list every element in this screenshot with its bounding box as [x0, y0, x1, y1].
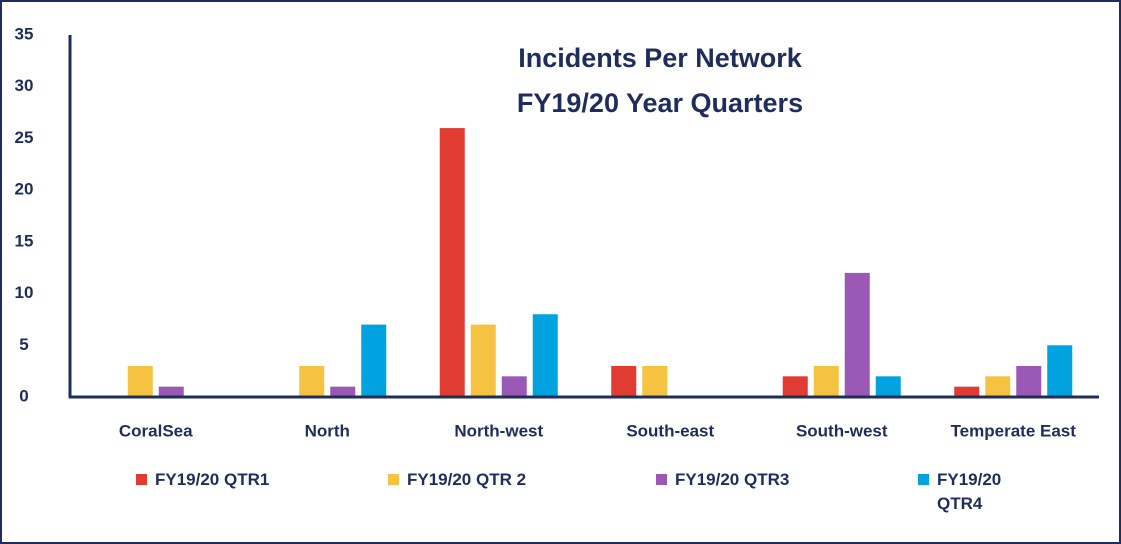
bar — [470, 324, 496, 397]
legend-entry: FY19/20 QTR3 — [656, 468, 896, 492]
x-tick-label: North-west — [454, 421, 543, 440]
bar — [501, 376, 527, 397]
bar — [532, 314, 558, 397]
chart-title: FY19/20 Year Quarters — [517, 88, 803, 118]
legend-entry: FY19/20 QTR 2 — [388, 468, 628, 492]
bar — [1047, 345, 1073, 397]
legend-label: FY19/20 QTR 2 — [407, 470, 527, 489]
legend-label: FY19/20 QTR1 — [155, 470, 270, 489]
x-tick-label: CoralSea — [119, 421, 193, 440]
bar — [875, 376, 901, 397]
legend-swatch — [388, 474, 399, 485]
bar — [611, 365, 637, 397]
bar — [439, 128, 465, 397]
y-tick-label: 0 — [19, 386, 28, 405]
legend-swatch — [918, 474, 929, 485]
y-tick-label: 35 — [15, 24, 34, 43]
legend-swatch — [656, 474, 667, 485]
y-tick-label: 25 — [15, 128, 34, 147]
chart-title: Incidents Per Network — [518, 43, 803, 73]
bar — [158, 386, 184, 397]
bar — [642, 365, 668, 397]
y-tick-label: 10 — [15, 283, 34, 302]
bar — [1016, 365, 1042, 397]
bar — [844, 272, 870, 397]
bar — [127, 365, 153, 397]
bar — [813, 365, 839, 397]
y-tick-label: 5 — [19, 335, 28, 354]
bar — [299, 365, 325, 397]
bar — [361, 324, 387, 397]
bar — [954, 386, 980, 397]
x-tick-label: South-east — [626, 421, 714, 440]
legend-label: FY19/20 QTR3 — [675, 470, 790, 489]
legend-entry: FY19/20 QTR4 — [918, 468, 1028, 516]
x-tick-label: South-west — [796, 421, 888, 440]
y-tick-label: 30 — [15, 76, 34, 95]
x-tick-label: Temperate East — [951, 421, 1077, 440]
bar — [330, 386, 356, 397]
legend-entry: FY19/20 QTR1 — [136, 468, 376, 492]
bar — [782, 376, 808, 397]
legend-label: FY19/20 QTR4 — [937, 470, 1002, 513]
x-tick-label: North — [305, 421, 350, 440]
bar — [985, 376, 1011, 397]
y-tick-label: 15 — [15, 231, 34, 250]
legend-swatch — [136, 474, 147, 485]
y-tick-label: 20 — [15, 180, 34, 199]
